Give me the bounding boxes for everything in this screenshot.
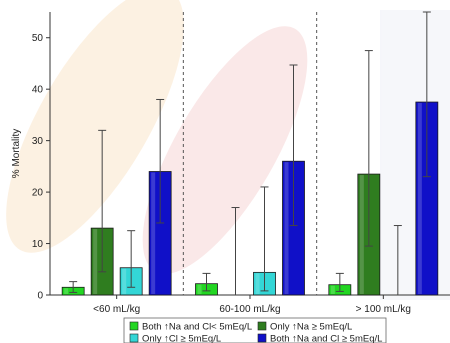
- x-tick-label: > 100 mL/kg: [356, 304, 411, 315]
- bar-highlight: [360, 175, 364, 294]
- y-tick-label: 0: [37, 291, 43, 302]
- y-axis-label: % Mortality: [11, 129, 22, 178]
- bar-highlight: [285, 162, 289, 294]
- bar-highlight: [151, 173, 155, 294]
- bar-highlight: [64, 288, 68, 294]
- legend-entry: Both ↑Na and Cl ≥ 5mEq/L: [270, 334, 382, 343]
- legend-swatch: [258, 322, 266, 330]
- bar-highlight: [256, 273, 260, 294]
- legend-swatch: [130, 334, 138, 342]
- y-tick-label: 20: [32, 188, 44, 199]
- bar-highlight: [93, 229, 97, 294]
- legend-entry: Only ↑Cl ≥ 5mEq/L: [142, 334, 221, 343]
- legend-swatch: [130, 322, 138, 330]
- legend-entry: Only ↑Na ≥ 5mEq/L: [270, 322, 352, 333]
- bar-highlight: [418, 103, 422, 294]
- y-tick-label: 40: [32, 85, 44, 96]
- legend-swatch: [258, 334, 266, 342]
- legend: Both ↑Na and Cl< 5mEq/L Only ↑Na ≥ 5mEq/L…: [124, 318, 386, 343]
- y-tick-label: 50: [32, 33, 44, 44]
- x-tick-label: <60 mL/kg: [93, 304, 140, 315]
- y-tick-label: 10: [32, 239, 44, 250]
- background-watermark: [0, 0, 450, 300]
- bar-highlight: [198, 285, 202, 294]
- y-tick-label: 30: [32, 136, 44, 147]
- legend-entry: Both ↑Na and Cl< 5mEq/L: [142, 322, 252, 333]
- x-tick-label: 60-100 mL/kg: [219, 304, 280, 315]
- bar-highlight: [122, 269, 126, 294]
- bar-highlight: [331, 286, 335, 294]
